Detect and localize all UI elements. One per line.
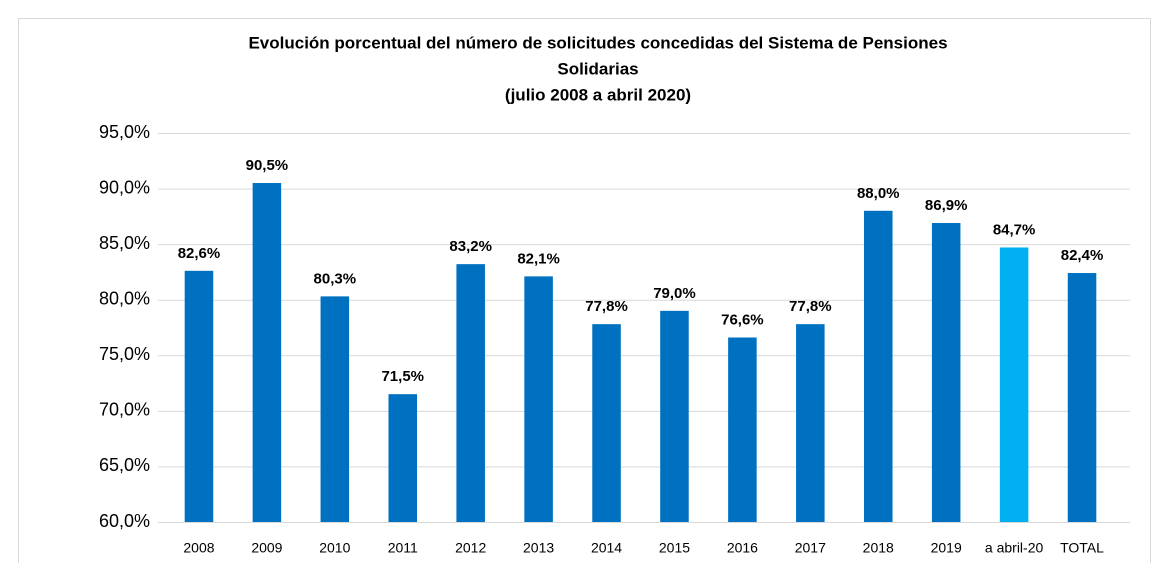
bar bbox=[320, 296, 350, 522]
bar bbox=[660, 310, 689, 522]
bar bbox=[728, 337, 757, 522]
y-tick-label: 90,0% bbox=[99, 177, 150, 197]
x-tick-label: 2011 bbox=[388, 540, 418, 556]
x-tick-label: 2009 bbox=[251, 540, 282, 556]
bar bbox=[592, 324, 621, 522]
y-tick-label: 95,0% bbox=[99, 122, 150, 142]
data-label: 82,4% bbox=[1061, 247, 1104, 264]
x-tick-label: 2016 bbox=[727, 540, 758, 556]
y-tick-label: 80,0% bbox=[99, 288, 150, 308]
bar bbox=[388, 394, 418, 522]
x-tick-label: 2018 bbox=[863, 540, 894, 556]
data-label: 90,5% bbox=[246, 157, 289, 174]
x-tick-label: a abril-20 bbox=[985, 540, 1044, 556]
x-tick-label: 2017 bbox=[795, 540, 826, 556]
x-tick-label: 2019 bbox=[931, 540, 962, 556]
x-tick-label: 2012 bbox=[455, 540, 486, 556]
x-tick-label: TOTAL bbox=[1060, 540, 1104, 556]
bar bbox=[863, 210, 893, 523]
x-tick-label: 2015 bbox=[659, 540, 690, 556]
x-tick-label: 2013 bbox=[523, 540, 554, 556]
data-label: 79,0% bbox=[653, 285, 696, 302]
bar bbox=[1067, 273, 1097, 522]
chart-title: Solidarias bbox=[557, 59, 638, 78]
y-tick-label: 65,0% bbox=[99, 455, 150, 475]
data-label: 77,8% bbox=[789, 298, 832, 315]
data-label: 76,6% bbox=[721, 311, 764, 328]
data-label: 82,6% bbox=[178, 245, 221, 262]
data-label: 82,1% bbox=[517, 250, 560, 267]
bar bbox=[931, 223, 961, 523]
data-label: 86,9% bbox=[925, 197, 968, 214]
data-label: 83,2% bbox=[449, 238, 492, 255]
bar bbox=[252, 183, 282, 522]
x-tick-label: 2010 bbox=[319, 540, 350, 556]
y-tick-label: 70,0% bbox=[99, 400, 150, 420]
x-tick-label: 2008 bbox=[183, 540, 214, 556]
bar bbox=[999, 247, 1029, 522]
data-label: 71,5% bbox=[381, 368, 424, 385]
data-label: 84,7% bbox=[993, 221, 1036, 238]
bar bbox=[184, 270, 214, 522]
y-tick-label: 75,0% bbox=[99, 344, 150, 364]
y-tick-label: 85,0% bbox=[99, 233, 150, 253]
bar bbox=[524, 276, 553, 522]
data-label: 88,0% bbox=[857, 185, 900, 202]
bar bbox=[796, 324, 825, 522]
x-tick-label: 2014 bbox=[591, 540, 622, 556]
data-label: 77,8% bbox=[585, 298, 628, 315]
bar bbox=[456, 264, 485, 522]
y-tick-label: 60,0% bbox=[99, 511, 150, 531]
chart-subtitle: (julio 2008 a abril 2020) bbox=[505, 85, 691, 104]
data-label: 80,3% bbox=[314, 270, 357, 287]
chart-title: Evolución porcentual del número de solic… bbox=[248, 33, 947, 52]
